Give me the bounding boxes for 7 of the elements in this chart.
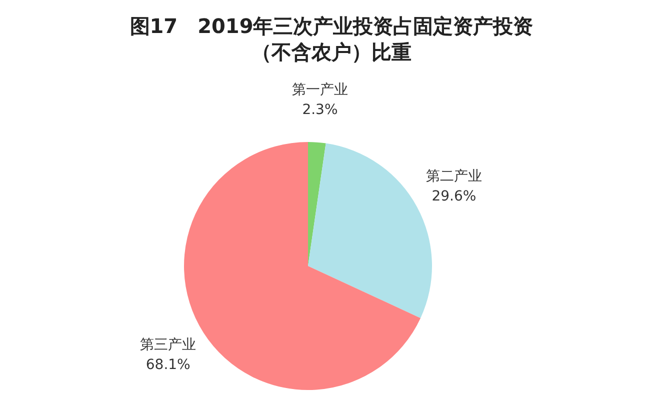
slice-label: 第三产业 <box>140 337 196 354</box>
data-label: 29.6% <box>432 188 476 205</box>
data-label: 68.1% <box>146 357 190 374</box>
data-label: 2.3% <box>302 102 338 118</box>
slice-label: 第一产业 <box>292 82 348 98</box>
slice-label: 第二产业 <box>426 168 482 185</box>
chart-title: 图17 2019年三次产业投资占固定资产投资（不含农户）比重 <box>128 13 534 65</box>
